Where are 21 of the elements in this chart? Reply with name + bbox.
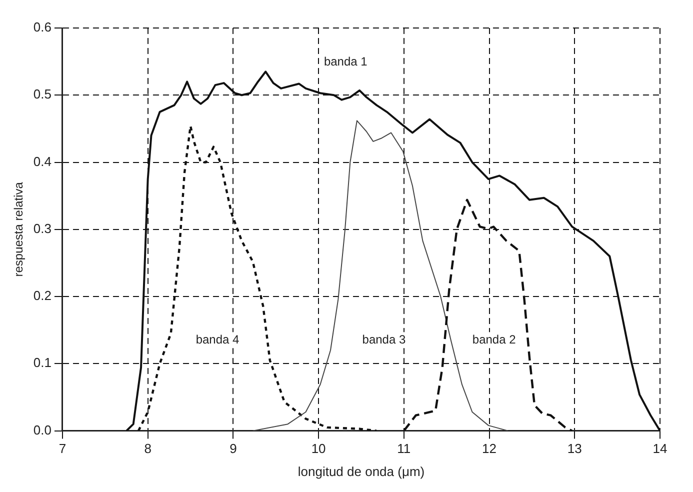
text: banda 3 (362, 332, 406, 346)
y-tick-label: 0.6 (33, 20, 52, 35)
text: banda 4 (196, 332, 240, 346)
x-tick-label: 10 (311, 441, 326, 456)
series-label: banda 1 (324, 54, 368, 68)
x-tick-label: 7 (58, 441, 66, 456)
y-tick-label: 0.4 (33, 154, 52, 169)
x-tick-label: 12 (482, 441, 497, 456)
x-tick-label: 14 (652, 441, 668, 456)
x-tick-label: 11 (397, 441, 411, 456)
series-label: banda 2 (472, 332, 516, 346)
y-tick-label: 0.0 (33, 422, 52, 438)
x-tick-label: 9 (230, 441, 237, 456)
y-tick-label: 0.3 (33, 220, 52, 236)
x-axis-title: longitud de onda (μm) (298, 464, 425, 479)
x-tick-label: 8 (144, 441, 152, 456)
y-tick-label: 0.5 (33, 86, 52, 102)
y-tick-label: 0.1 (33, 355, 52, 370)
y-axis-title: respuesta relativa (12, 182, 26, 277)
y-tick-label: 0.2 (33, 288, 52, 304)
x-tick-label: 13 (567, 441, 582, 456)
